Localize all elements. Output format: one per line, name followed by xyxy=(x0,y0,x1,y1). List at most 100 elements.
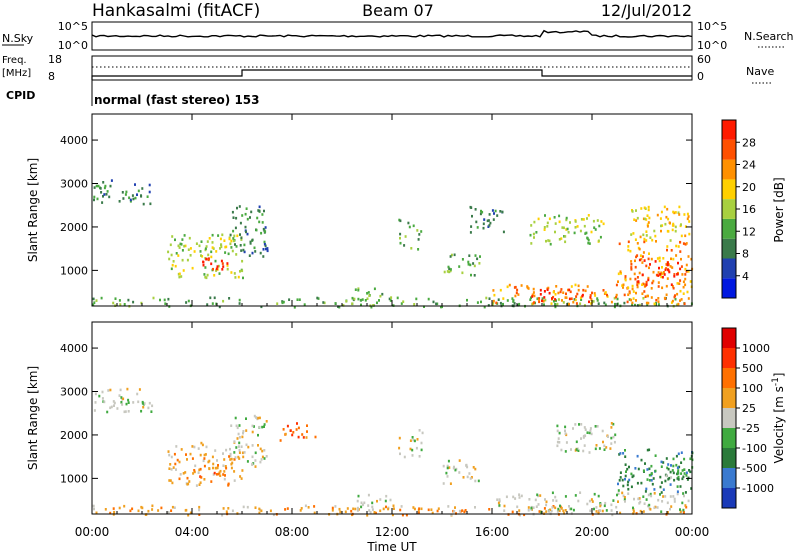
power-cell xyxy=(114,297,117,300)
velocity-cell xyxy=(650,494,653,498)
power-cell xyxy=(413,303,416,306)
velocity-cell xyxy=(286,507,289,510)
velocity-cell xyxy=(679,510,682,514)
power-cell xyxy=(236,206,238,210)
power-cell xyxy=(675,244,678,248)
velocity-cell xyxy=(662,495,665,498)
velocity-cell xyxy=(239,475,242,478)
power-cell xyxy=(216,265,219,268)
colorbar-tick-label: 4 xyxy=(742,270,749,283)
power-cell xyxy=(634,259,636,263)
velocity-cell xyxy=(575,440,578,444)
power-cell xyxy=(661,275,664,279)
power-cell xyxy=(220,243,222,246)
cpid-label: CPID xyxy=(6,89,35,102)
power-cell xyxy=(251,238,254,242)
velocity-cell xyxy=(488,508,491,511)
velocity-cell xyxy=(648,503,651,507)
velocity-cell xyxy=(519,513,521,517)
velocity-cell xyxy=(168,453,171,457)
power-cell xyxy=(654,260,657,263)
power-cell xyxy=(174,264,177,268)
power-cell xyxy=(515,291,518,295)
power-cell xyxy=(648,252,650,255)
power-cell xyxy=(420,230,423,233)
power-cell xyxy=(263,242,266,246)
power-cell xyxy=(109,184,112,188)
velocity-cell xyxy=(389,498,392,502)
velocity-cell xyxy=(417,508,420,512)
velocity-cell xyxy=(178,477,181,481)
velocity-cell xyxy=(416,438,419,441)
power-cell xyxy=(562,291,565,294)
velocity-cell xyxy=(613,440,616,444)
power-cell xyxy=(688,232,691,236)
velocity-cell xyxy=(468,472,471,475)
velocity-cell xyxy=(240,477,243,480)
velocity-cell xyxy=(446,475,449,478)
velocity-cell xyxy=(254,459,257,462)
velocity-cell xyxy=(235,446,238,449)
velocity-cell xyxy=(403,455,406,459)
power-cell xyxy=(655,298,658,302)
power-cell xyxy=(634,238,637,241)
velocity-cell xyxy=(211,455,214,459)
power-cell xyxy=(492,289,495,292)
velocity-cell xyxy=(243,451,246,454)
velocity-cell xyxy=(173,506,176,509)
velocity-cell xyxy=(624,474,627,478)
power-cell xyxy=(172,260,175,263)
velocity-cell xyxy=(398,436,401,440)
velocity-cell xyxy=(678,465,681,469)
velocity-cell xyxy=(127,401,130,404)
power-cell xyxy=(372,304,375,307)
power-cell xyxy=(561,299,563,302)
velocity-cell xyxy=(666,511,669,514)
y-tick-label: 4000 xyxy=(60,134,88,147)
time-axis-labels: 00:00 04:00 08:00 12:00 16:00 20:00 00:00 xyxy=(75,525,710,539)
power-cell xyxy=(532,287,535,291)
power-cell xyxy=(660,275,663,279)
power-cell xyxy=(572,300,575,304)
power-cell xyxy=(672,210,675,214)
velocity-cell xyxy=(184,471,187,474)
velocity-cell xyxy=(556,429,559,433)
velocity-cell xyxy=(124,410,127,413)
velocity-cell xyxy=(642,510,645,513)
velocity-cell xyxy=(551,506,554,509)
power-cell xyxy=(241,259,244,263)
power-cell xyxy=(672,222,675,226)
power-cell xyxy=(458,265,461,268)
power-cell xyxy=(412,224,415,228)
freq-panel xyxy=(91,55,693,81)
power-cell xyxy=(558,238,561,241)
power-cell xyxy=(188,236,191,240)
power-cell xyxy=(616,297,619,301)
velocity-cell xyxy=(223,458,226,461)
power-cell xyxy=(119,303,122,306)
velocity-cell xyxy=(564,509,567,512)
velocity-cell xyxy=(644,490,647,493)
velocity-cell xyxy=(669,507,671,511)
power-cell xyxy=(574,226,577,229)
velocity-cell xyxy=(630,485,633,489)
power-ylabel: Slant Range [km] xyxy=(26,158,40,262)
power-cell xyxy=(560,288,563,291)
power-cell xyxy=(517,293,520,296)
power-cell xyxy=(638,247,641,251)
power-cell xyxy=(582,218,585,221)
power-cell xyxy=(361,298,364,301)
velocity-cell xyxy=(373,511,376,514)
power-cell xyxy=(681,273,684,276)
power-cell xyxy=(666,245,669,248)
power-cell xyxy=(191,266,194,270)
velocity-cell xyxy=(672,471,675,475)
power-cell xyxy=(665,293,668,297)
power-cell xyxy=(239,270,241,273)
power-cell xyxy=(558,214,561,218)
power-cell xyxy=(357,297,360,301)
freq-label-2: [MHz] xyxy=(2,68,31,79)
power-cell xyxy=(240,238,243,241)
velocity-cell xyxy=(690,487,693,490)
velocity-cell xyxy=(635,512,638,515)
